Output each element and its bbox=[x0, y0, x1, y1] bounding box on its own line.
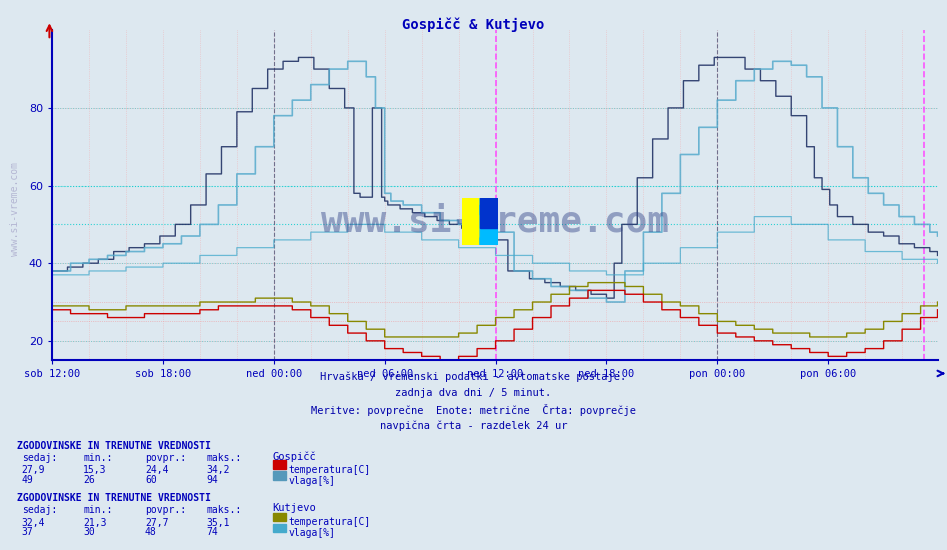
Text: navpična črta - razdelek 24 ur: navpična črta - razdelek 24 ur bbox=[380, 421, 567, 431]
Text: min.:: min.: bbox=[83, 453, 113, 463]
Text: Gospičč: Gospičč bbox=[273, 451, 316, 461]
Text: Gospičč & Kutjevo: Gospičč & Kutjevo bbox=[402, 18, 545, 32]
Text: maks.:: maks.: bbox=[206, 505, 241, 515]
Text: vlaga[%]: vlaga[%] bbox=[289, 476, 336, 486]
Text: 34,2: 34,2 bbox=[206, 465, 230, 475]
Text: 24,4: 24,4 bbox=[145, 465, 169, 475]
Text: 48: 48 bbox=[145, 527, 156, 537]
Text: Meritve: povprečne  Enote: metrične  Črta: povprečje: Meritve: povprečne Enote: metrične Črta:… bbox=[311, 404, 636, 416]
Text: povpr.:: povpr.: bbox=[145, 505, 186, 515]
Bar bbox=[480, 198, 498, 228]
Text: www.si-vreme.com: www.si-vreme.com bbox=[10, 162, 20, 256]
Polygon shape bbox=[480, 205, 498, 245]
Text: 94: 94 bbox=[206, 475, 218, 485]
Text: 30: 30 bbox=[83, 527, 95, 537]
Text: ZGODOVINSKE IN TRENUTNE VREDNOSTI: ZGODOVINSKE IN TRENUTNE VREDNOSTI bbox=[17, 493, 211, 503]
Text: Hrvaška / vremenski podatki - avtomatske postaje.: Hrvaška / vremenski podatki - avtomatske… bbox=[320, 371, 627, 382]
Text: ZGODOVINSKE IN TRENUTNE VREDNOSTI: ZGODOVINSKE IN TRENUTNE VREDNOSTI bbox=[17, 441, 211, 451]
Text: zadnja dva dni / 5 minut.: zadnja dva dni / 5 minut. bbox=[396, 388, 551, 398]
Text: povpr.:: povpr.: bbox=[145, 453, 186, 463]
Text: www.si-vreme.com: www.si-vreme.com bbox=[321, 205, 669, 239]
Text: 60: 60 bbox=[145, 475, 156, 485]
Text: sedaj:: sedaj: bbox=[22, 505, 57, 515]
Text: 74: 74 bbox=[206, 527, 218, 537]
Bar bbox=[462, 198, 480, 245]
Text: temperatura[C]: temperatura[C] bbox=[289, 465, 371, 475]
Text: 49: 49 bbox=[22, 475, 33, 485]
Text: 27,9: 27,9 bbox=[22, 465, 45, 475]
Bar bbox=[480, 198, 498, 245]
Text: 21,3: 21,3 bbox=[83, 518, 107, 527]
Text: min.:: min.: bbox=[83, 505, 113, 515]
Text: 35,1: 35,1 bbox=[206, 518, 230, 527]
Text: 15,3: 15,3 bbox=[83, 465, 107, 475]
Text: 37: 37 bbox=[22, 527, 33, 537]
Text: maks.:: maks.: bbox=[206, 453, 241, 463]
Polygon shape bbox=[480, 198, 498, 245]
Text: 26: 26 bbox=[83, 475, 95, 485]
Text: 27,7: 27,7 bbox=[145, 518, 169, 527]
Text: Kutjevo: Kutjevo bbox=[273, 503, 316, 513]
Text: vlaga[%]: vlaga[%] bbox=[289, 528, 336, 538]
Text: 32,4: 32,4 bbox=[22, 518, 45, 527]
Text: temperatura[C]: temperatura[C] bbox=[289, 517, 371, 527]
Text: sedaj:: sedaj: bbox=[22, 453, 57, 463]
